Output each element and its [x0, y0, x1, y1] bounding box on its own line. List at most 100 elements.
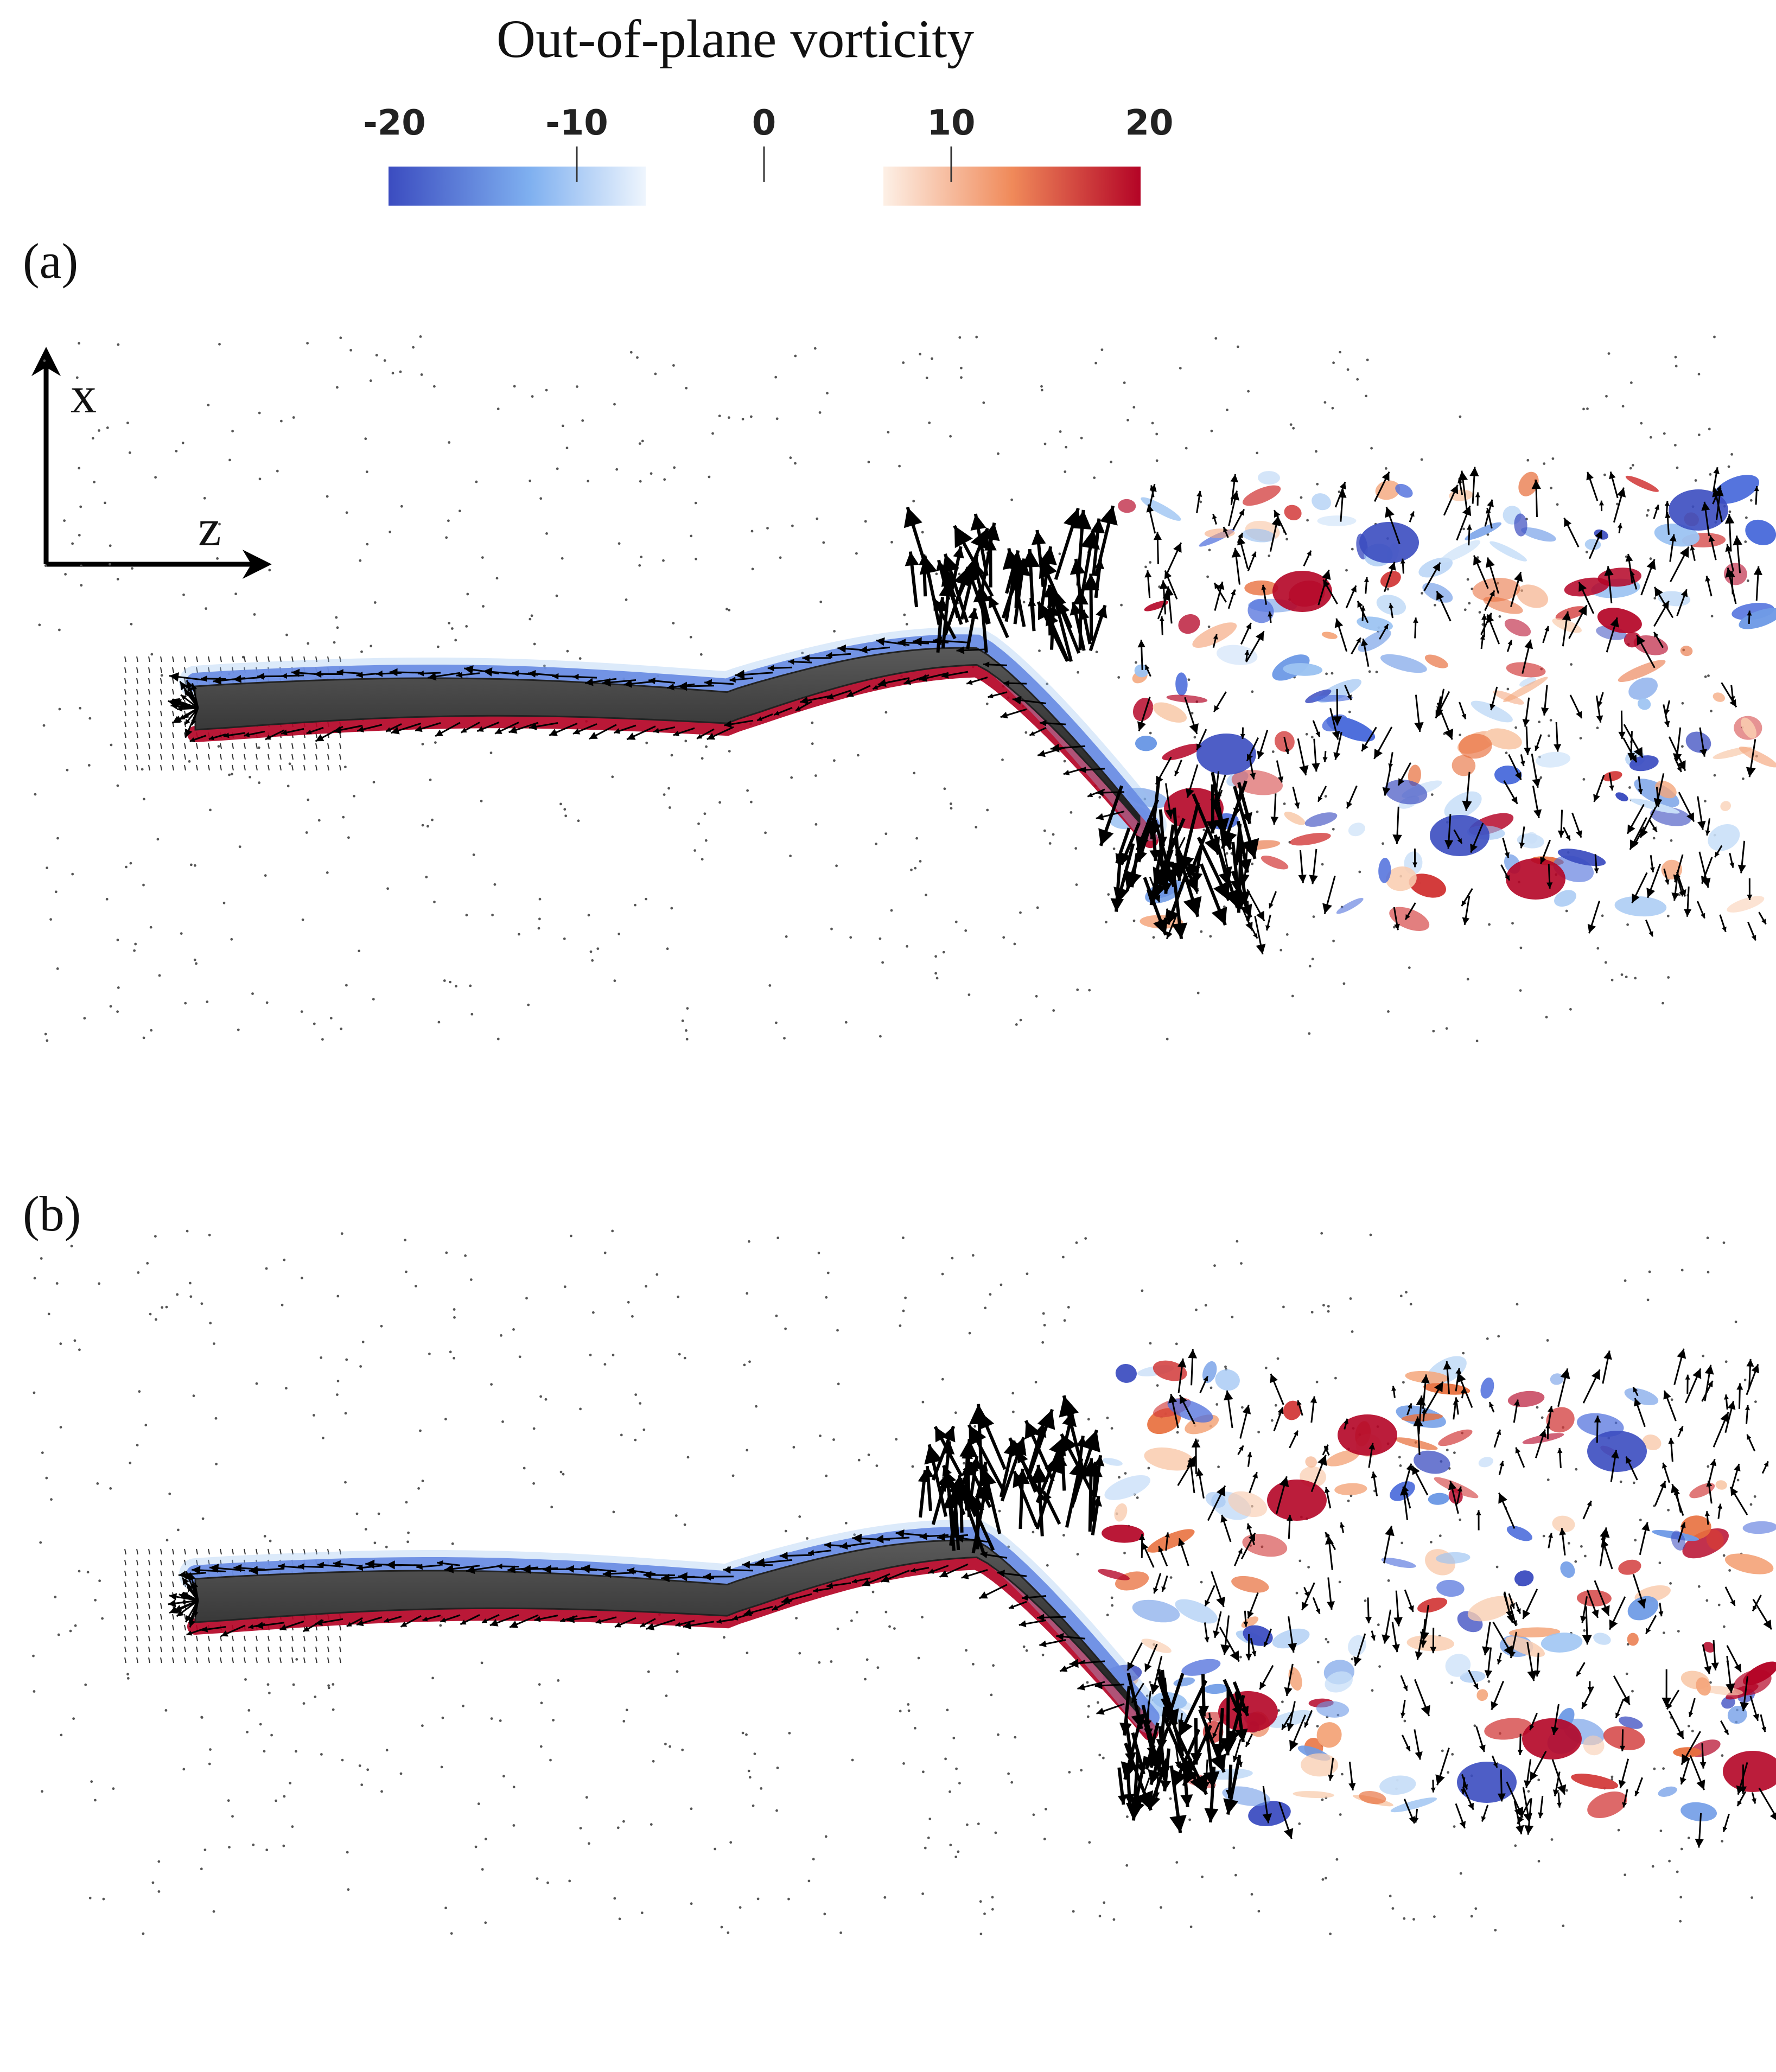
vector-streak [339, 1548, 341, 1555]
vector-dot [428, 1353, 431, 1355]
vector-dot [1708, 428, 1711, 431]
velocity-arrow-head [1196, 490, 1202, 497]
vector-dot [469, 984, 472, 987]
vector-dot [1691, 1730, 1694, 1733]
vector-dot [533, 642, 536, 646]
velocity-arrow-head [1327, 1601, 1335, 1610]
vector-dot [1451, 1753, 1454, 1756]
vector-dot [591, 959, 594, 962]
velocity-arrow-head [1690, 545, 1695, 551]
vorticity-patch [1508, 1627, 1561, 1637]
velocity-arrow-head [1473, 1683, 1479, 1690]
vector-dot [258, 781, 260, 785]
vector-dot [1649, 436, 1652, 439]
vector-dot [1256, 810, 1259, 813]
vector-dot [1632, 1481, 1635, 1484]
vector-dot [645, 897, 647, 901]
velocity-arrow-head [1160, 877, 1169, 886]
vector-dot [784, 1327, 787, 1330]
velocity-arrow-head [973, 584, 991, 603]
velocity-arrow-head [1080, 1430, 1100, 1452]
velocity-arrow-head [1633, 747, 1643, 758]
vorticity-patch [1603, 1726, 1645, 1750]
vector-dot [549, 1758, 552, 1762]
vorticity-patch [1680, 646, 1693, 656]
vector-dot [1149, 561, 1152, 564]
velocity-arrow-head [1633, 1387, 1638, 1393]
velocity-arrow-head [953, 567, 971, 587]
vector-dot [1106, 1614, 1109, 1617]
vorticity-patch [1618, 1559, 1641, 1575]
velocity-arrow-head [1031, 530, 1046, 545]
vector-dot [45, 1476, 48, 1480]
vector-streak [124, 678, 126, 684]
vector-streak [196, 1548, 198, 1555]
vector-dot [672, 364, 675, 367]
vector-dot [502, 1775, 505, 1778]
velocity-arrow-head [774, 711, 780, 716]
vector-dot [1459, 1872, 1462, 1875]
velocity-arrow-head [614, 728, 621, 734]
vector-dot [1676, 466, 1679, 469]
vector-dot [979, 1900, 982, 1903]
vector-dot [1036, 906, 1039, 909]
vector-dot [283, 1258, 286, 1261]
vector-dot [618, 542, 621, 545]
velocity-arrow-head [1244, 650, 1250, 655]
velocity-arrow-head [1012, 696, 1022, 705]
vector-dot [481, 1868, 484, 1871]
velocity-arrow-head [1136, 850, 1147, 862]
vector-dot [1707, 1465, 1710, 1468]
velocity-arrow-head [1604, 566, 1614, 576]
vector-dot [1110, 1596, 1113, 1599]
vector-dot [186, 1229, 189, 1233]
vector-dot [1430, 1540, 1433, 1544]
vector-streak [315, 754, 317, 760]
velocity-arrow-head [1077, 1683, 1085, 1691]
vector-dot [1391, 1907, 1395, 1910]
vector-dot [890, 540, 893, 544]
vector-dot [523, 1467, 526, 1470]
velocity-arrow-head [1676, 1730, 1684, 1739]
vector-dot [1040, 385, 1043, 388]
velocity-arrow-head [1215, 793, 1222, 801]
vorticity-patch [1727, 1705, 1747, 1724]
vector-dot [143, 798, 145, 801]
vorticity-patch [1445, 1654, 1471, 1677]
velocity-arrow-head [941, 1441, 955, 1455]
velocity-arrow-head [1761, 919, 1766, 925]
velocity-arrow-head [1662, 1463, 1667, 1469]
vector-dot [244, 1678, 247, 1681]
vector-dot [664, 1743, 667, 1745]
vector-dot [1188, 1818, 1192, 1821]
vector-dot [1327, 1641, 1329, 1644]
vector-streak [124, 1570, 126, 1577]
vector-dot [1697, 1585, 1701, 1588]
vector-dot [1707, 1271, 1710, 1274]
vector-dot [445, 536, 448, 539]
velocity-arrow-head [1486, 614, 1494, 623]
vector-dot [587, 480, 590, 483]
velocity-arrow-head [1079, 767, 1086, 773]
vector-streak [124, 1657, 126, 1663]
vector-dot [1546, 1478, 1550, 1481]
vector-dot [1043, 1324, 1046, 1327]
velocity-arrow-head [1544, 626, 1550, 632]
vector-dot [1565, 1789, 1568, 1792]
vorticity-patch [1593, 1633, 1611, 1645]
vector-dot [439, 1624, 442, 1627]
velocity-arrow-head [1412, 1465, 1420, 1475]
velocity-arrow-head [437, 1560, 443, 1566]
vector-streak [303, 1548, 305, 1555]
velocity-arrow-head [640, 1622, 646, 1627]
velocity-arrow-head [1393, 1617, 1403, 1627]
velocity-arrow-head [1400, 558, 1405, 564]
vector-dot [1334, 1376, 1337, 1380]
vector-dot [1579, 737, 1582, 739]
vector-dot [1012, 1410, 1015, 1413]
vector-dot [306, 342, 309, 345]
vector-dot [465, 914, 468, 917]
vector-streak [172, 1570, 174, 1577]
vector-streak [232, 1657, 234, 1663]
vector-dot [876, 1666, 880, 1669]
